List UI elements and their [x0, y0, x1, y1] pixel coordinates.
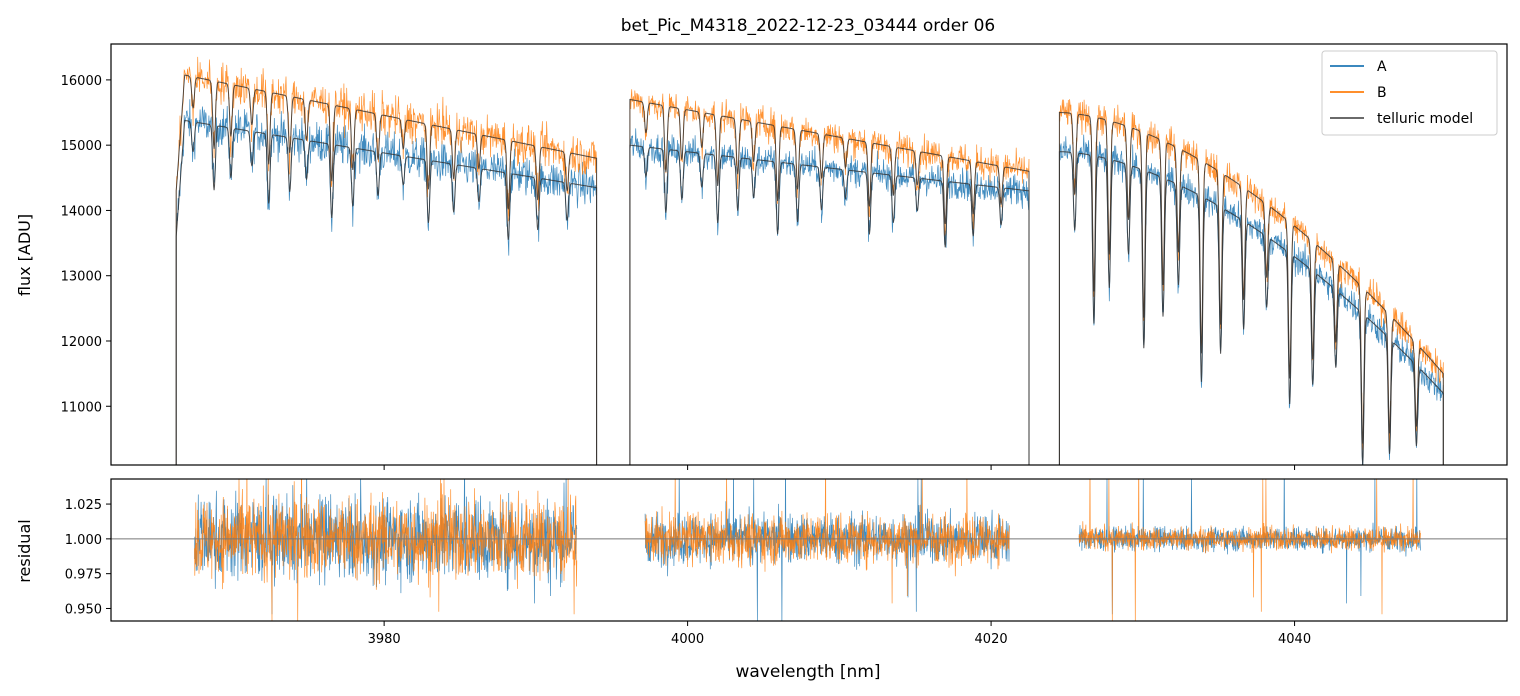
residual-ytick-label: 0.975 — [65, 568, 102, 583]
x-axis-label: wavelength [nm] — [735, 662, 880, 682]
residual-xtick-label: 3980 — [368, 632, 401, 647]
legend-label-b: B — [1377, 85, 1387, 101]
flux-ytick-label: 12000 — [61, 335, 102, 350]
legend-label-a: A — [1377, 59, 1387, 75]
residual-axes-frame — [110, 478, 1508, 622]
flux-ytick-label: 13000 — [61, 270, 102, 285]
legend-label-telluric: telluric model — [1377, 111, 1473, 127]
residual-ylabel: residual — [15, 519, 34, 582]
residual-xtick-label: 4040 — [1278, 632, 1311, 647]
residual-ytick-label: 1.025 — [65, 498, 102, 513]
residual-xtick-label: 4020 — [975, 632, 1008, 647]
residual-ytick-label: 1.000 — [65, 533, 102, 548]
residual-panel: 0.950 0.975 1.000 1.025 3980 4000 4020 4040 re… — [15, 478, 1508, 682]
residual-ytick-label: 0.950 — [65, 602, 102, 617]
flux-ylabel: flux [ADU] — [15, 214, 34, 296]
chart-title: bet_Pic_M4318_2022-12-23_03444 order 06 — [621, 16, 995, 36]
telluric-model-line-b — [175, 74, 1444, 465]
legend: A B telluric model — [1321, 50, 1498, 136]
flux-axes-frame — [110, 43, 1508, 466]
residual-xtick-label: 4000 — [671, 632, 704, 647]
series-a-line — [175, 99, 1444, 465]
flux-ytick-label: 15000 — [61, 139, 102, 154]
flux-ytick-label: 16000 — [61, 74, 102, 89]
flux-ytick-label: 11000 — [61, 400, 102, 415]
flux-panel: 11000 12000 13000 14000 15000 16000 flux [ADU… — [15, 43, 1508, 470]
telluric-model-line-a — [175, 119, 1444, 465]
flux-ytick-label: 14000 — [61, 204, 102, 219]
